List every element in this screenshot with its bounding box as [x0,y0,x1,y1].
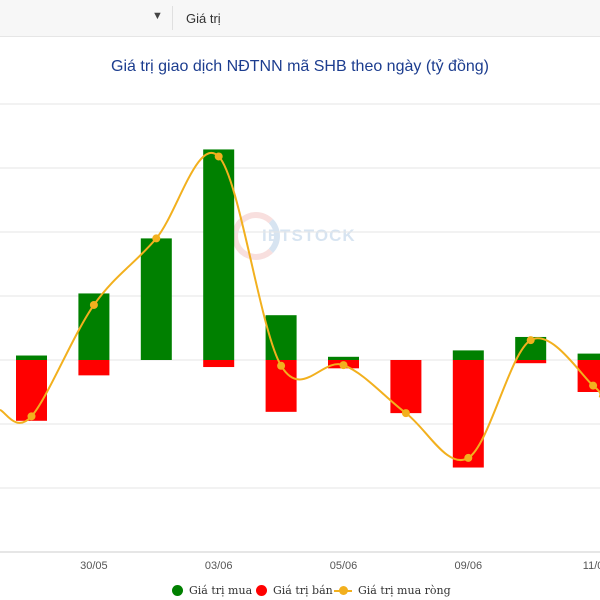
net-value-line [0,152,600,462]
x-tick-label: 03/06 [205,560,233,572]
bar-sell[interactable] [452,360,484,468]
bar-sell[interactable] [203,360,235,368]
vietstock-watermark-logo: IETSTOCK [232,212,382,272]
x-tick-label: 11/0 [583,560,600,572]
legend-item-sell[interactable]: Giá trị bán [256,584,333,597]
net-point[interactable] [89,300,98,309]
legend-net-label: Giá trị mua ròng [358,584,451,597]
net-point[interactable] [589,381,598,390]
net-point[interactable] [464,453,473,462]
x-tick-label: 05/06 [330,560,358,572]
legend-sell-icon [256,585,267,596]
bar-sell[interactable] [515,360,547,364]
bar-buy[interactable] [328,356,359,360]
chart-legend: Giá trị mua Giá trị bán Giá trị mua ròng [0,584,600,600]
net-point[interactable] [214,152,223,161]
bar-sell[interactable] [16,360,47,421]
net-point[interactable] [526,336,535,345]
legend-buy-label: Giá trị mua [189,584,253,597]
bar-sell[interactable] [78,360,110,376]
bar-buy[interactable] [577,353,600,360]
bar-buy[interactable] [515,336,547,360]
legend-sell-label: Giá trị bán [273,584,333,597]
watermark-text-icon: IETSTOCK [262,226,356,245]
net-point[interactable] [277,361,286,370]
toolbar-divider [172,6,173,30]
bar-buy[interactable] [452,350,484,360]
watermark-circle-icon [232,212,280,260]
legend-net-icon [334,585,352,595]
net-point[interactable] [27,412,36,421]
legend-buy-icon [172,585,183,596]
bar-buy[interactable] [16,355,47,360]
bar-buy[interactable] [203,149,235,360]
chart-title: Giá trị giao dịch NĐTNN mã SHB theo ngày… [111,58,489,75]
x-axis-ticks: 30/05 03/06 05/06 09/06 11/0 [80,560,600,572]
chevron-down-icon[interactable]: ▼ [152,10,163,22]
value-type-select[interactable]: Giá trị [186,11,221,26]
x-tick-label: 30/05 [80,560,108,572]
net-point[interactable] [152,234,161,243]
bar-buy[interactable] [140,238,172,360]
x-tick-label: 09/06 [455,560,483,572]
net-point[interactable] [339,361,348,370]
chart-toolbar: ▼ Giá trị [0,0,600,37]
bars [16,149,600,468]
legend-item-net[interactable]: Giá trị mua ròng [334,584,451,597]
legend-item-buy[interactable]: Giá trị mua [172,584,252,597]
net-point[interactable] [401,409,410,418]
